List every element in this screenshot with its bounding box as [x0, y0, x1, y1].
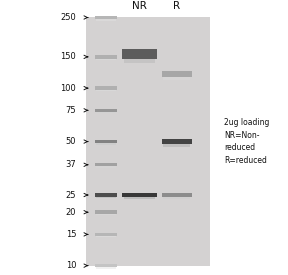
Bar — [95, 140, 117, 143]
Bar — [162, 139, 192, 144]
Bar — [163, 197, 190, 199]
Text: 75: 75 — [66, 106, 76, 115]
Text: 100: 100 — [60, 84, 76, 93]
Text: 10: 10 — [66, 261, 76, 270]
Bar — [96, 112, 116, 113]
Bar — [124, 197, 155, 199]
Text: 15: 15 — [66, 230, 76, 239]
Bar — [95, 16, 117, 19]
Bar — [96, 166, 116, 168]
Bar — [95, 163, 117, 166]
Text: 250: 250 — [60, 13, 76, 22]
Bar — [95, 86, 117, 90]
Bar — [95, 210, 117, 214]
Bar — [95, 55, 117, 59]
Bar — [96, 214, 116, 215]
Bar — [124, 59, 155, 63]
Bar — [122, 192, 157, 197]
Bar — [95, 109, 117, 112]
Text: NR: NR — [132, 1, 147, 11]
Bar — [96, 59, 116, 60]
Bar — [95, 233, 117, 236]
Bar — [96, 19, 116, 21]
Bar — [96, 90, 116, 91]
Bar — [96, 197, 116, 198]
Bar — [86, 18, 210, 266]
Text: 150: 150 — [60, 52, 76, 61]
Text: 20: 20 — [66, 208, 76, 217]
Text: 50: 50 — [66, 137, 76, 146]
Bar — [162, 192, 192, 197]
Bar — [163, 77, 190, 80]
Bar — [96, 267, 116, 269]
Bar — [163, 144, 190, 147]
Text: 25: 25 — [66, 191, 76, 199]
Bar — [162, 71, 192, 77]
Text: R: R — [173, 1, 180, 11]
Bar — [95, 264, 117, 267]
Bar — [95, 193, 117, 197]
Bar — [122, 49, 157, 59]
Text: 37: 37 — [65, 160, 76, 169]
Bar — [96, 143, 116, 145]
Text: 2ug loading
NR=Non-
reduced
R=reduced: 2ug loading NR=Non- reduced R=reduced — [224, 118, 270, 165]
Bar — [96, 236, 116, 238]
